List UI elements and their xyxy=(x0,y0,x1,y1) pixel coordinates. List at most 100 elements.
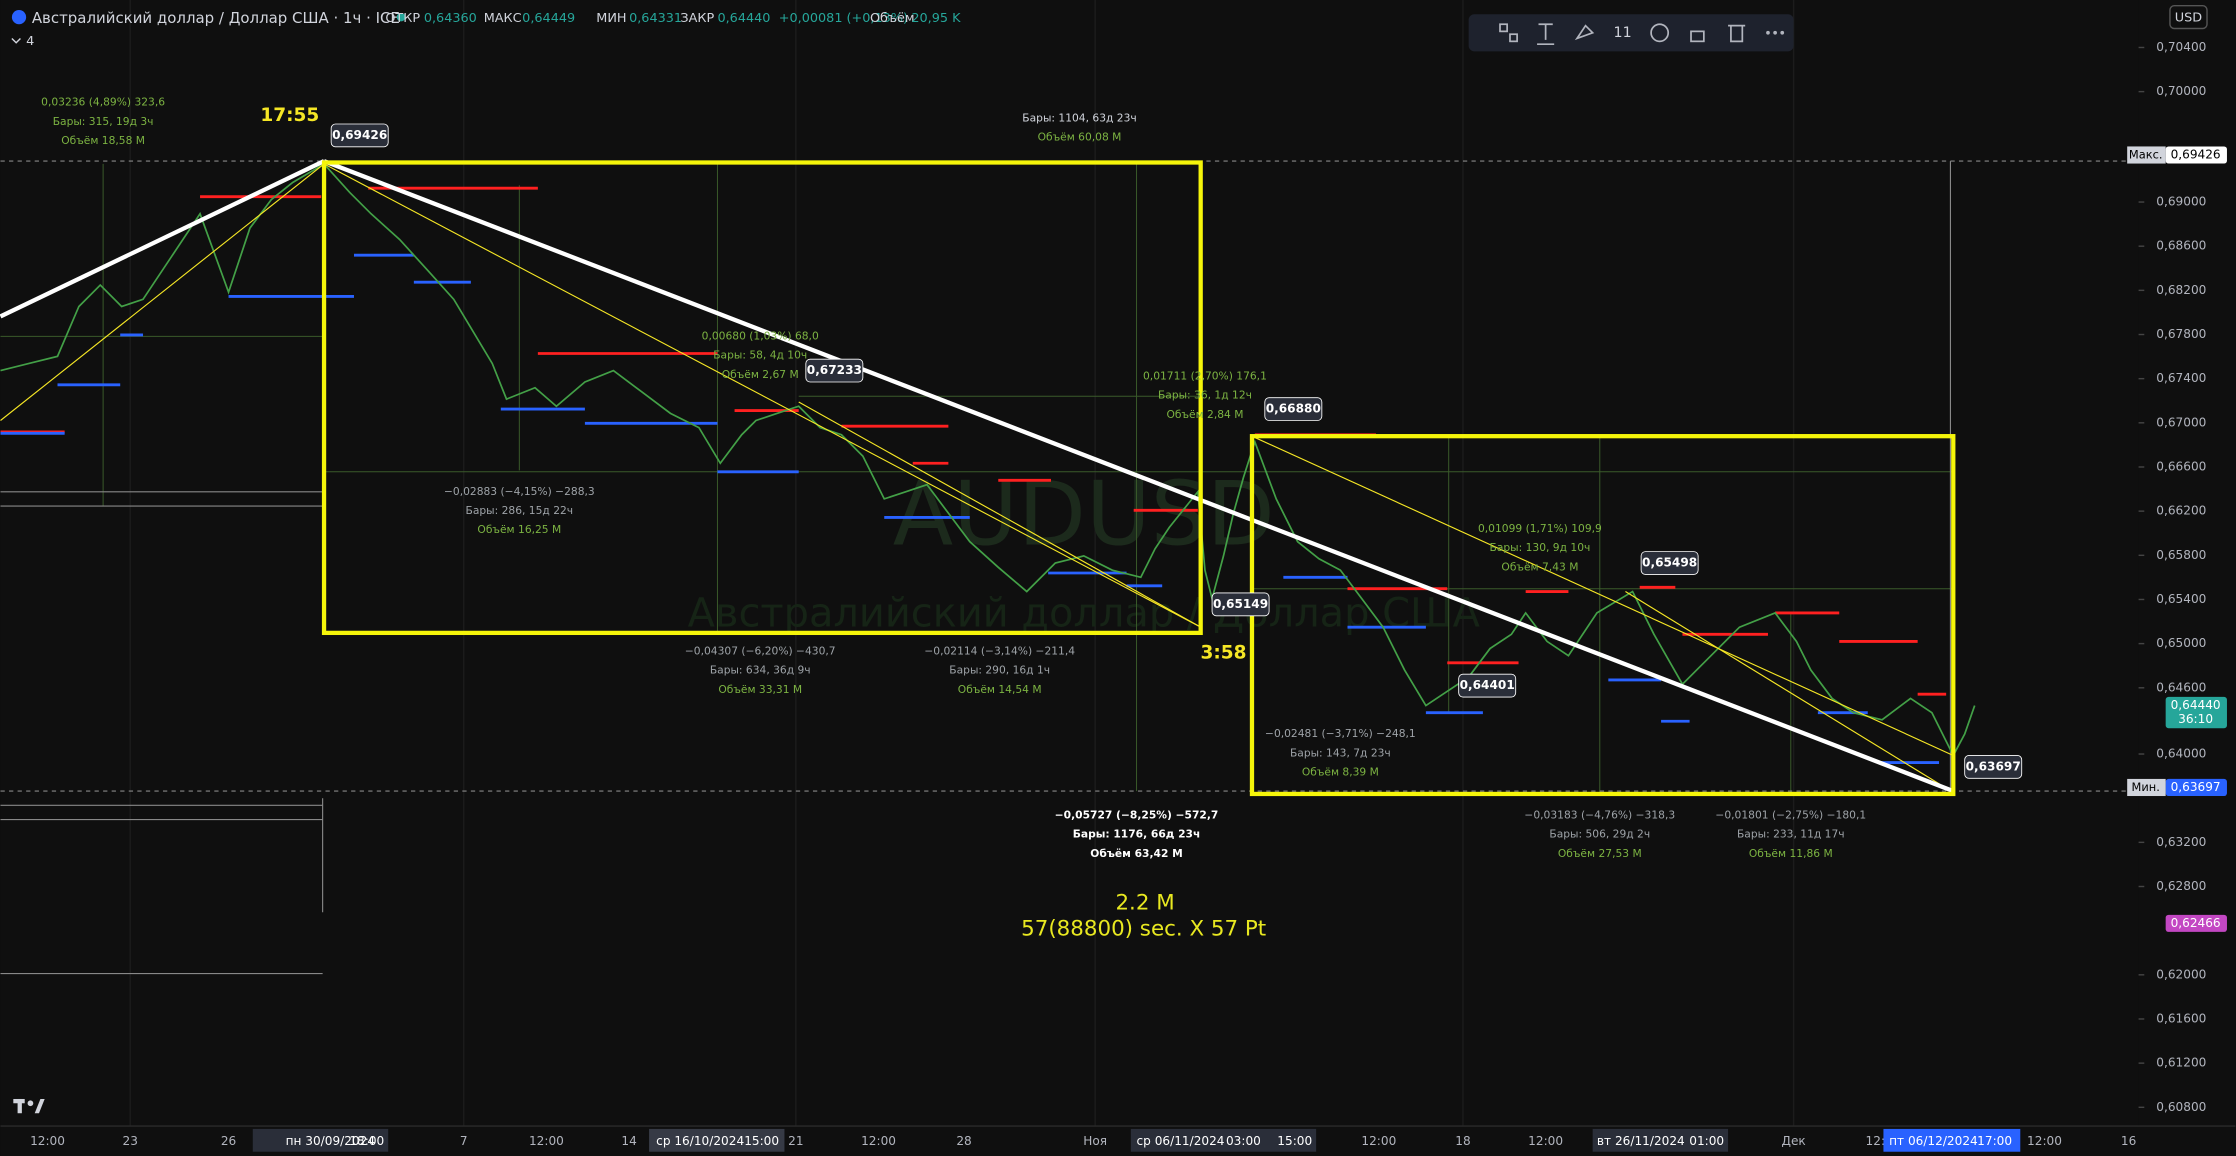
price-tick-label: 0,66600 xyxy=(2156,459,2206,473)
price-tick-label: 0,68200 xyxy=(2156,283,2206,297)
price-tick-label: 0,61200 xyxy=(2156,1056,2206,1070)
measurement-line: −0,02883 (−4,15%) −288,3 xyxy=(444,485,595,498)
time-label: Ноя xyxy=(1083,1134,1107,1148)
measurement-line: Объём 16,25 M xyxy=(477,523,561,536)
callout-label: 0,65149 xyxy=(1213,597,1268,611)
price-tick-label: 0,67800 xyxy=(2156,327,2206,341)
collapse-icon[interactable] xyxy=(11,37,21,44)
currency-button[interactable] xyxy=(2169,4,2208,30)
volume: 20,95 K xyxy=(911,11,961,26)
time-label-bg xyxy=(649,1128,785,1152)
time-label: 7 xyxy=(460,1134,468,1148)
tool-color[interactable] xyxy=(1574,24,1595,41)
price-tick-label: 0,68600 xyxy=(2156,239,2206,253)
time-label: 12:00 xyxy=(1528,1134,1563,1148)
time-label: 17:00 xyxy=(1977,1134,2012,1148)
price-tick-label: 0,65000 xyxy=(2156,636,2206,650)
price-marker-label: 0,64440 xyxy=(2171,698,2221,712)
header: Австралийский доллар / Доллар США · 1ч ·… xyxy=(11,9,961,49)
time-label: 12:00 xyxy=(861,1134,896,1148)
price-tick-label: 0,65400 xyxy=(2156,592,2206,606)
measurements: 0,03236 (4,89%) 323,6 Бары: 315, 19д 3ч Об… xyxy=(41,96,1866,860)
symbol-icon xyxy=(11,9,27,25)
measurement-line: Бары: 290, 16д 1ч xyxy=(949,664,1050,677)
ohlc-label: МАКС xyxy=(484,11,522,26)
tool-delete[interactable] xyxy=(1728,24,1746,43)
time-label: 18 xyxy=(1455,1134,1470,1148)
measurement-line: Объём 33,31 M xyxy=(718,683,802,696)
measurement-line: Объём 60,08 M xyxy=(1038,131,1122,144)
drawing-toolbar: 11 xyxy=(1468,14,1794,52)
callout-label: 0,64401 xyxy=(1460,678,1515,692)
watermark-name: Австралийский доллар / Доллар США xyxy=(688,590,1480,636)
price-tick-label: 0,62800 xyxy=(2156,879,2206,893)
time-label: 16 xyxy=(2121,1134,2136,1148)
symbol: Австралийский доллар / Доллар США · 1ч ·… xyxy=(32,9,400,27)
tool-layout[interactable] xyxy=(1499,23,1508,33)
ohlc-value: 0,64440 xyxy=(717,11,770,26)
price-marker-bg xyxy=(2165,914,2227,932)
tool-layout-b[interactable] xyxy=(1509,33,1518,43)
measurement-line: Объём 11,86 M xyxy=(1749,847,1833,860)
measurement-line: Объём 7,43 M xyxy=(1501,560,1578,573)
ohlc-label: МИН xyxy=(596,11,626,26)
price-marker-tag: Макс. xyxy=(2129,147,2163,161)
line-width[interactable]: 11 xyxy=(1614,25,1632,41)
time-label: 14 xyxy=(621,1134,637,1148)
logo xyxy=(13,1098,45,1114)
callout-box xyxy=(330,123,389,148)
time-label: 18:00 xyxy=(349,1134,384,1148)
measurement-line: −0,03183 (−4,76%) −318,3 xyxy=(1524,808,1675,821)
currency[interactable]: USD xyxy=(2175,10,2203,25)
measurement-line: Бары: 315, 19д 3ч xyxy=(53,115,154,128)
time-label-bg xyxy=(1883,1128,2021,1152)
price-tick-label: 0,65800 xyxy=(2156,548,2206,562)
price-marker-tag-bg xyxy=(2127,778,2166,797)
measurement-line: Бары: 1176, 66д 23ч xyxy=(1073,828,1201,841)
time-label: ср 16/10/2024 xyxy=(656,1134,744,1148)
price-tick-label: 0,64000 xyxy=(2156,747,2206,761)
price-axis: USD 0,70400 0,70000 0,69000 0,68600 0,68200 0… xyxy=(2127,0,2236,1127)
price-tick-label: 0,69000 xyxy=(2156,195,2206,209)
measurement-line: −0,05727 (−8,25%) −572,7 xyxy=(1055,808,1219,821)
tool-settings[interactable] xyxy=(1650,23,1670,43)
price-tick-label: 0,64600 xyxy=(2156,680,2206,694)
measurement-line: Бары: 143, 7д 23ч xyxy=(1290,746,1391,759)
callout-box xyxy=(805,358,864,383)
volume-label: Объём xyxy=(870,11,915,26)
measurement-line: Бары: 1104, 63д 23ч xyxy=(1022,111,1136,124)
callout-box xyxy=(1264,397,1323,421)
measurement-line: Объём 63,42 M xyxy=(1090,847,1182,860)
measurement-line: −0,02481 (−3,71%) −248,1 xyxy=(1265,727,1416,740)
measurement-line: 0,01711 (2,70%) 176,1 xyxy=(1143,369,1267,382)
indicator-count: 4 xyxy=(26,34,34,49)
tool-text[interactable] xyxy=(1537,23,1555,46)
callout-box xyxy=(1458,673,1517,698)
time-label: пт 06/12/2024 xyxy=(1889,1134,1978,1148)
measurement-line: −0,01801 (−2,75%) −180,1 xyxy=(1715,808,1866,821)
price-marker-label: 0,63697 xyxy=(2171,780,2221,794)
price-marker-tag: Мин. xyxy=(2132,780,2160,794)
measurement-line: 0,01099 (1,71%) 109,9 xyxy=(1478,522,1602,535)
callout-box xyxy=(1964,755,2023,779)
measurement-line: Объём 27,53 M xyxy=(1558,847,1642,860)
measurement-line: Бары: 634, 36д 9ч xyxy=(710,664,811,677)
time-label: 03:00 xyxy=(1226,1134,1261,1148)
price-tick-label: 0,63200 xyxy=(2156,835,2206,849)
ohlc-value: 0,64360 xyxy=(424,11,477,26)
time-label-bg xyxy=(252,1128,389,1152)
price-tick-label: 0,61600 xyxy=(2156,1011,2206,1025)
callout-label: 0,67233 xyxy=(807,363,862,377)
measurement-line: Бары: 233, 11д 17ч xyxy=(1737,828,1845,841)
measurement-line: Объём 8,39 M xyxy=(1302,766,1379,779)
annotation: 17:55 xyxy=(260,105,319,126)
measurement-line: Объём 18,58 M xyxy=(61,134,145,147)
measurement-line: Бары: 286, 15д 22ч xyxy=(466,504,574,517)
price-marker-bg xyxy=(2165,696,2227,729)
time-label-bg xyxy=(1592,1128,1729,1152)
time-label: пн 30/09/2024 xyxy=(286,1134,376,1148)
tool-lock[interactable] xyxy=(1690,30,1705,43)
